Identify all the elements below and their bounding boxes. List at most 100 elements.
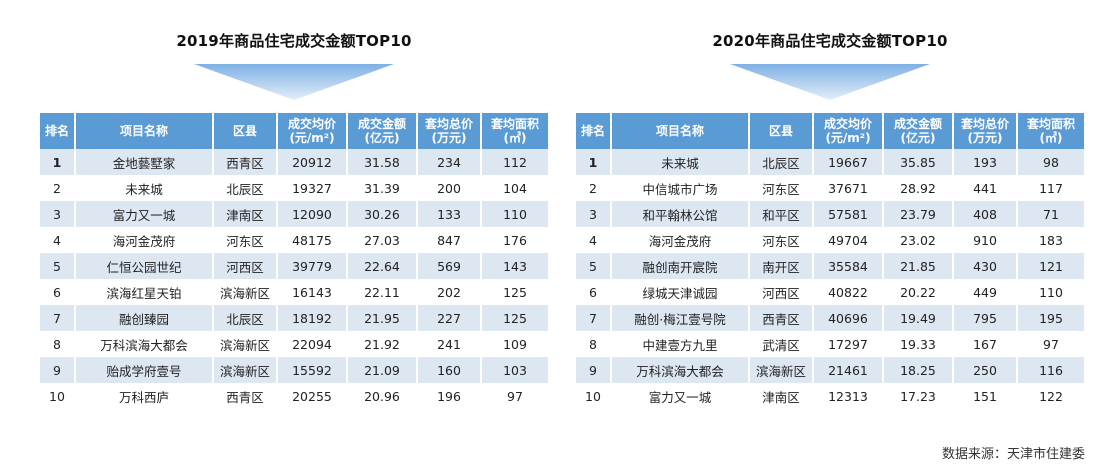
col-district: 区县 [750,113,814,149]
table-cell: 35.85 [884,149,954,175]
header-label: (㎡) [503,131,527,145]
table-row: 6 滨海红星天铂 滨海新区 16143 22.11 202 125 [40,279,548,305]
table-cell: 滨海新区 [214,357,278,383]
table-cell: 融创南开宸院 [612,253,750,279]
table-cell: 176 [482,227,548,253]
table-cell: 6 [40,279,76,305]
table-cell: 241 [418,331,482,357]
table-cell: 22.64 [348,253,418,279]
table-cell: 17.23 [884,383,954,409]
table-cell: 21.09 [348,357,418,383]
header-label: (元/m²) [825,131,871,145]
table-cell: 35584 [814,253,884,279]
table-cell: 20255 [278,383,348,409]
table-title: 2019年商品住宅成交金额TOP10 [176,32,412,50]
down-arrow-icon [730,64,930,100]
table-cell: 441 [954,175,1018,201]
header-label: 成交均价 [823,117,872,131]
table-cell: 海河金茂府 [76,227,214,253]
header-row: 排名 项目名称 区县 成交均价 (元/m²) 成交金额 (亿元) 套均总价 (万元) … [576,113,1084,149]
table-cell: 河东区 [750,227,814,253]
table-cell: 569 [418,253,482,279]
table-cell: 19.33 [884,331,954,357]
table-cell: 3 [576,201,612,227]
table-cell: 30.26 [348,201,418,227]
table-cell: 22094 [278,331,348,357]
col-avg-total: 套均总价 (万元) [954,113,1018,149]
col-amount: 成交金额 (亿元) [348,113,418,149]
table-cell: 武清区 [750,331,814,357]
col-project-name: 项目名称 [612,113,750,149]
table-cell: 北辰区 [750,149,814,175]
table-cell: 112 [482,149,548,175]
table-cell: 183 [1018,227,1084,253]
table-cell: 中信城市广场 [612,175,750,201]
table-cell: 河西区 [214,253,278,279]
table-row: 2 中信城市广场 河东区 37671 28.92 441 117 [576,175,1084,201]
table-cell: 125 [482,305,548,331]
col-district: 区县 [214,113,278,149]
col-rank: 排名 [576,113,612,149]
table-cell: 195 [1018,305,1084,331]
table-row: 10 富力又一城 津南区 12313 17.23 151 122 [576,383,1084,409]
table-cell: 9 [576,357,612,383]
table-cell: 19.49 [884,305,954,331]
table-cell: 71 [1018,201,1084,227]
table-cell: 21461 [814,357,884,383]
table-cell: 融创·梅江壹号院 [612,305,750,331]
header-label: (㎡) [1039,131,1063,145]
table-cell: 21.95 [348,305,418,331]
table-cell: 5 [576,253,612,279]
table-cell: 北辰区 [214,305,278,331]
table-cell: 15592 [278,357,348,383]
table-cell: 847 [418,227,482,253]
table-cell: 31.39 [348,175,418,201]
table-cell: 110 [482,201,548,227]
table-cell: 北辰区 [214,175,278,201]
ranking-table: 排名 项目名称 区县 成交均价 (元/m²) 成交金额 (亿元) 套均总价 (万元) … [576,113,1084,409]
table-cell: 贻成学府壹号 [76,357,214,383]
table-cell: 20.96 [348,383,418,409]
header-label: 成交金额 [893,117,942,131]
table-cell: 23.79 [884,201,954,227]
table-cell: 57581 [814,201,884,227]
table-cell: 4 [40,227,76,253]
table-cell: 16143 [278,279,348,305]
table-cell: 仁恒公园世纪 [76,253,214,279]
table-cell: 5 [40,253,76,279]
table-cell: 160 [418,357,482,383]
table-cell: 109 [482,331,548,357]
table-cell: 南开区 [750,253,814,279]
table-row: 1 未来城 北辰区 19667 35.85 193 98 [576,149,1084,175]
table-cell: 28.92 [884,175,954,201]
col-avg-area: 套均面积 (㎡) [1018,113,1084,149]
table-row: 3 富力又一城 津南区 12090 30.26 133 110 [40,201,548,227]
table-cell: 18192 [278,305,348,331]
table-cell: 10 [576,383,612,409]
table-cell: 8 [40,331,76,357]
table-cell: 7 [40,305,76,331]
table-cell: 4 [576,227,612,253]
table-cell: 97 [482,383,548,409]
header-label: (万元) [431,131,467,145]
header-label: (万元) [967,131,1003,145]
table-cell: 116 [1018,357,1084,383]
table-cell: 6 [576,279,612,305]
table-cell: 12313 [814,383,884,409]
table-cell: 富力又一城 [76,201,214,227]
table-cell: 48175 [278,227,348,253]
table-cell: 910 [954,227,1018,253]
table-cell: 97 [1018,331,1084,357]
table-row: 7 融创臻园 北辰区 18192 21.95 227 125 [40,305,548,331]
col-rank: 排名 [40,113,76,149]
table-cell: 449 [954,279,1018,305]
table-cell: 金地藝墅家 [76,149,214,175]
table-cell: 227 [418,305,482,331]
table-row: 9 万科滨海大都会 滨海新区 21461 18.25 250 116 [576,357,1084,383]
table-cell: 滨海新区 [750,357,814,383]
table-cell: 21.92 [348,331,418,357]
table-cell: 20912 [278,149,348,175]
table-cell: 21.85 [884,253,954,279]
table-cell: 200 [418,175,482,201]
table-cell: 中建壹方九里 [612,331,750,357]
